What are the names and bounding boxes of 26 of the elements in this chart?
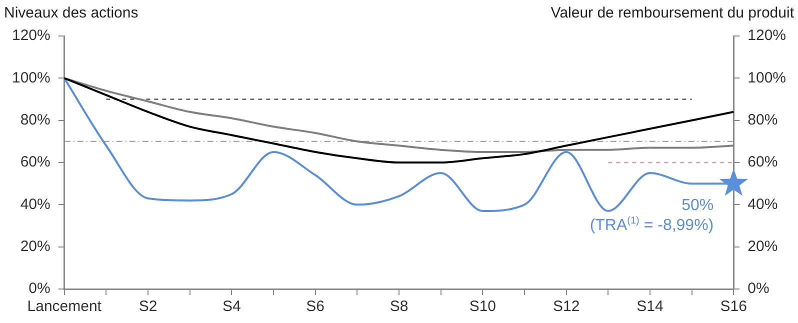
x-tick-label: S2	[138, 298, 158, 316]
y-tick-label: 40%	[20, 196, 50, 213]
x-tick-label: S8	[390, 298, 408, 316]
x-tick-label: S4	[222, 298, 241, 316]
y2-tick-label: 40%	[748, 196, 778, 213]
y-tick-label: 80%	[20, 111, 50, 128]
y-tick-label: 20%	[20, 238, 50, 255]
y2-tick-label: 0%	[748, 280, 770, 298]
y-axis-title: Niveaux des actions	[4, 4, 138, 22]
x-tick-label: S14	[636, 298, 664, 316]
x-tick-label: S10	[469, 298, 496, 316]
y-tick-label: 60%	[20, 154, 50, 171]
y-tick-label: 120%	[12, 27, 50, 44]
x-tick-label: S6	[306, 298, 325, 316]
annotation: 50%	[682, 196, 714, 214]
y2-tick-label: 80%	[748, 111, 778, 128]
x-tick-label: S12	[552, 298, 580, 316]
y2-tick-label: 100%	[748, 69, 786, 86]
y-tick-label: 0%	[28, 280, 50, 298]
x-tick-label: S16	[720, 298, 747, 316]
y2-tick-label: 20%	[748, 238, 778, 255]
y2-tick-label: 120%	[748, 27, 786, 44]
y2-axis-title: Valeur de remboursement du produit	[550, 4, 795, 22]
x-tick-label: Lancement	[27, 298, 102, 316]
y2-tick-label: 60%	[748, 154, 778, 171]
y-tick-label: 100%	[12, 69, 50, 86]
